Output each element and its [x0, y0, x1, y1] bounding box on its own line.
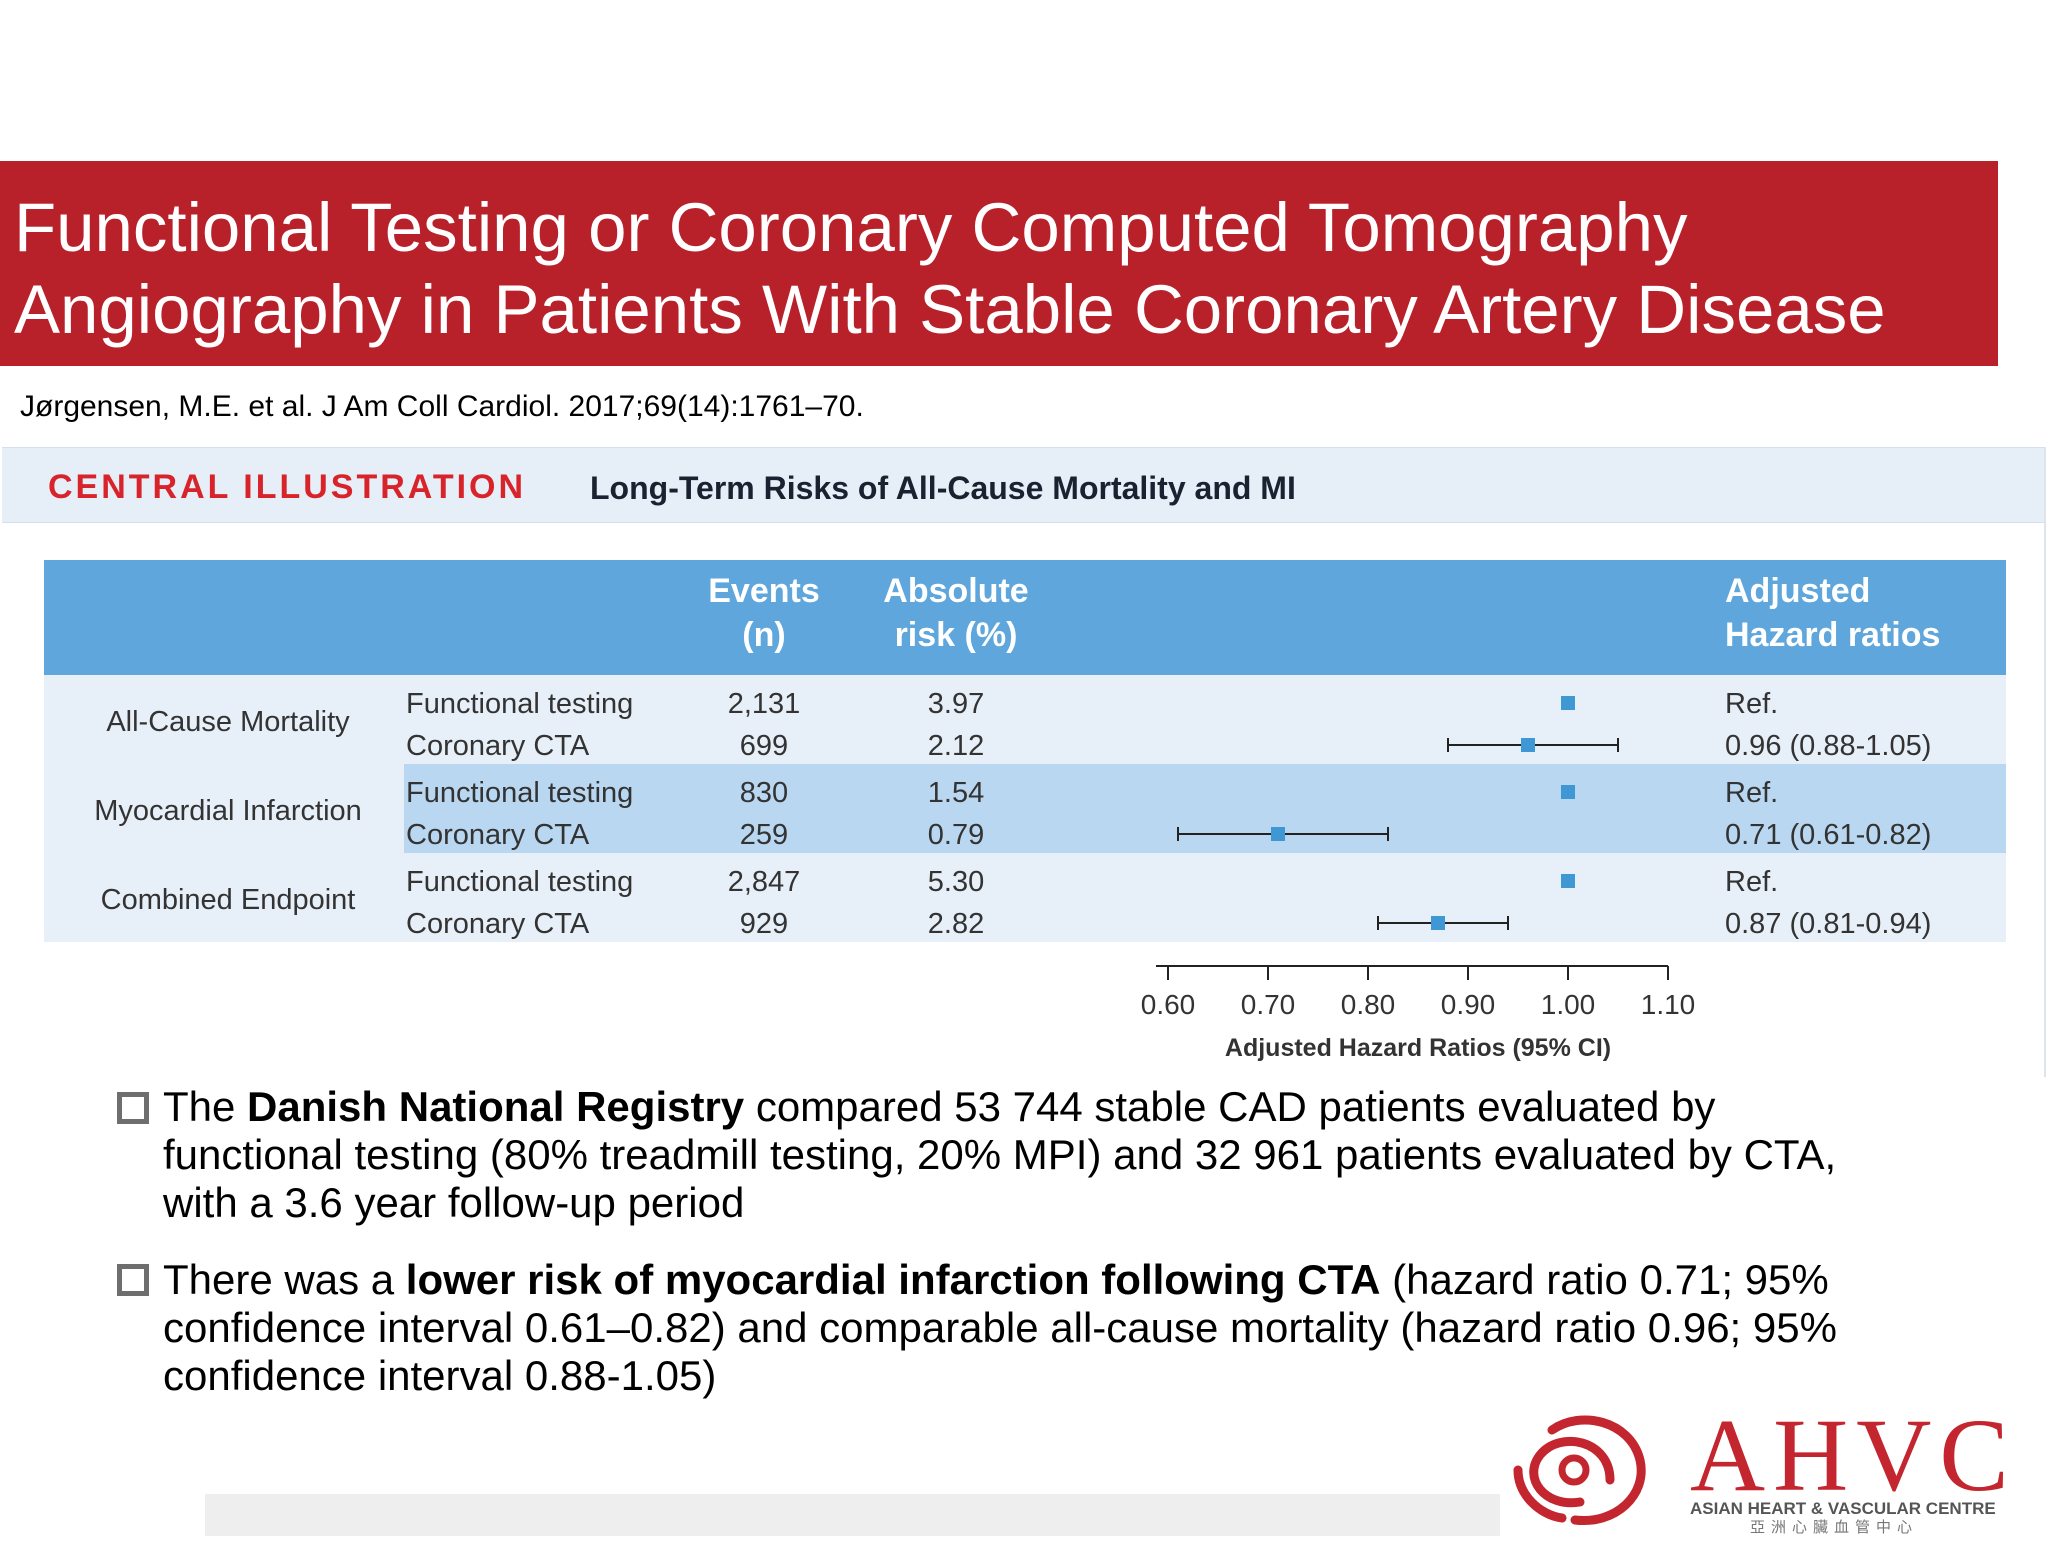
risk-value: 0.79 [928, 819, 984, 851]
logo-swirl-icon [1513, 1415, 1646, 1526]
logo-subtitle: ASIAN HEART & VASCULAR CENTRE [1690, 1499, 1996, 1518]
x-axis-label: Adjusted Hazard Ratios (95% CI) [1225, 1034, 1611, 1062]
outcome-label: Combined Endpoint [101, 884, 356, 916]
x-tick-label: 0.60 [1141, 989, 1196, 1020]
hr-text: Ref. [1725, 777, 1778, 809]
group-band [44, 675, 2006, 764]
title-line-2: Angiography in Patients With Stable Coro… [14, 271, 1886, 348]
forest-plot: Events (n) Absolute risk (%) Adjusted Ha… [44, 560, 2006, 1062]
risk-value: 3.97 [928, 688, 984, 720]
hr-point [1561, 785, 1575, 799]
bullet-2: There was a lower risk of myocardial inf… [163, 1256, 1883, 1400]
hr-point [1271, 827, 1285, 841]
hr-text: 0.96 (0.88-1.05) [1725, 730, 1931, 762]
figure-caption: Long-Term Risks of All-Cause Mortality a… [590, 470, 1296, 506]
x-tick-label: 0.80 [1341, 989, 1396, 1020]
arm-label: Functional testing [406, 777, 633, 809]
risk-value: 1.54 [928, 777, 984, 809]
hr-text: Ref. [1725, 866, 1778, 898]
arm-label: Coronary CTA [406, 819, 590, 851]
risk-value: 5.30 [928, 866, 984, 898]
events-value: 699 [740, 730, 788, 762]
ahvc-logo: AHVC ASIAN HEART & VASCULAR CENTRE 亞洲心臟血… [1500, 1390, 2048, 1536]
title-banner: Functional Testing or Coronary Computed … [0, 161, 1998, 366]
header-risk-1: Absolute [883, 572, 1028, 610]
hr-point [1561, 696, 1575, 710]
bullet-1: The Danish National Registry compared 53… [163, 1083, 1883, 1227]
hr-text: 0.71 (0.61-0.82) [1725, 819, 1931, 851]
x-tick-label: 1.00 [1541, 989, 1596, 1020]
x-tick-label: 1.10 [1641, 989, 1696, 1020]
hr-point [1431, 916, 1445, 930]
x-tick-label: 0.70 [1241, 989, 1296, 1020]
title-line-1: Functional Testing or Coronary Computed … [14, 189, 1688, 266]
bullet-1-bold: Danish National Registry [247, 1083, 745, 1130]
risk-value: 2.12 [928, 730, 984, 762]
group-band [44, 853, 2006, 942]
figure-label: CENTRAL ILLUSTRATION [48, 468, 527, 506]
header-events-2: (n) [742, 616, 785, 654]
events-value: 259 [740, 819, 788, 851]
risk-value: 2.82 [928, 908, 984, 940]
arm-label: Coronary CTA [406, 908, 590, 940]
events-value: 2,131 [728, 688, 801, 720]
header-hr-1: Adjusted [1725, 572, 1870, 610]
arm-label: Coronary CTA [406, 730, 590, 762]
figure-caption-bar: CENTRAL ILLUSTRATION Long-Term Risks of … [2, 447, 2044, 523]
logo-text: AHVC [1690, 1398, 2017, 1513]
header-events-1: Events [708, 572, 820, 610]
events-value: 830 [740, 777, 788, 809]
x-tick-label: 0.90 [1441, 989, 1496, 1020]
hr-text: Ref. [1725, 688, 1778, 720]
bullet-1-post: compared 53 744 stable CAD patients eval… [163, 1083, 1837, 1226]
arm-label: Functional testing [406, 688, 633, 720]
bullet-2-pre: There was a [163, 1256, 406, 1303]
outcome-label: All-Cause Mortality [106, 706, 350, 738]
bullet-2-post: (hazard ratio 0.71; 95% confidence inter… [163, 1256, 1837, 1399]
bullet-box-icon [117, 1092, 149, 1124]
events-value: 2,847 [728, 866, 801, 898]
header-risk-2: risk (%) [895, 616, 1018, 654]
events-value: 929 [740, 908, 788, 940]
arm-label: Functional testing [406, 866, 633, 898]
hr-point [1521, 738, 1535, 752]
footer-bar [205, 1494, 1500, 1536]
bullet-1-pre: The [163, 1083, 248, 1130]
group-band-highlight [404, 764, 2006, 853]
hr-text: 0.87 (0.81-0.94) [1725, 908, 1931, 940]
figure-border [2044, 447, 2046, 1077]
header-hr-2: Hazard ratios [1725, 616, 1940, 654]
hr-point [1561, 874, 1575, 888]
logo-cjk: 亞洲心臟血管中心 [1750, 1518, 1918, 1536]
table-header-bar [44, 560, 2006, 675]
citation: Jørgensen, M.E. et al. J Am Coll Cardiol… [20, 390, 864, 423]
bullet-box-icon [117, 1264, 149, 1296]
bullet-2-bold: lower risk of myocardial infarction foll… [405, 1256, 1381, 1303]
outcome-label: Myocardial Infarction [94, 795, 362, 827]
